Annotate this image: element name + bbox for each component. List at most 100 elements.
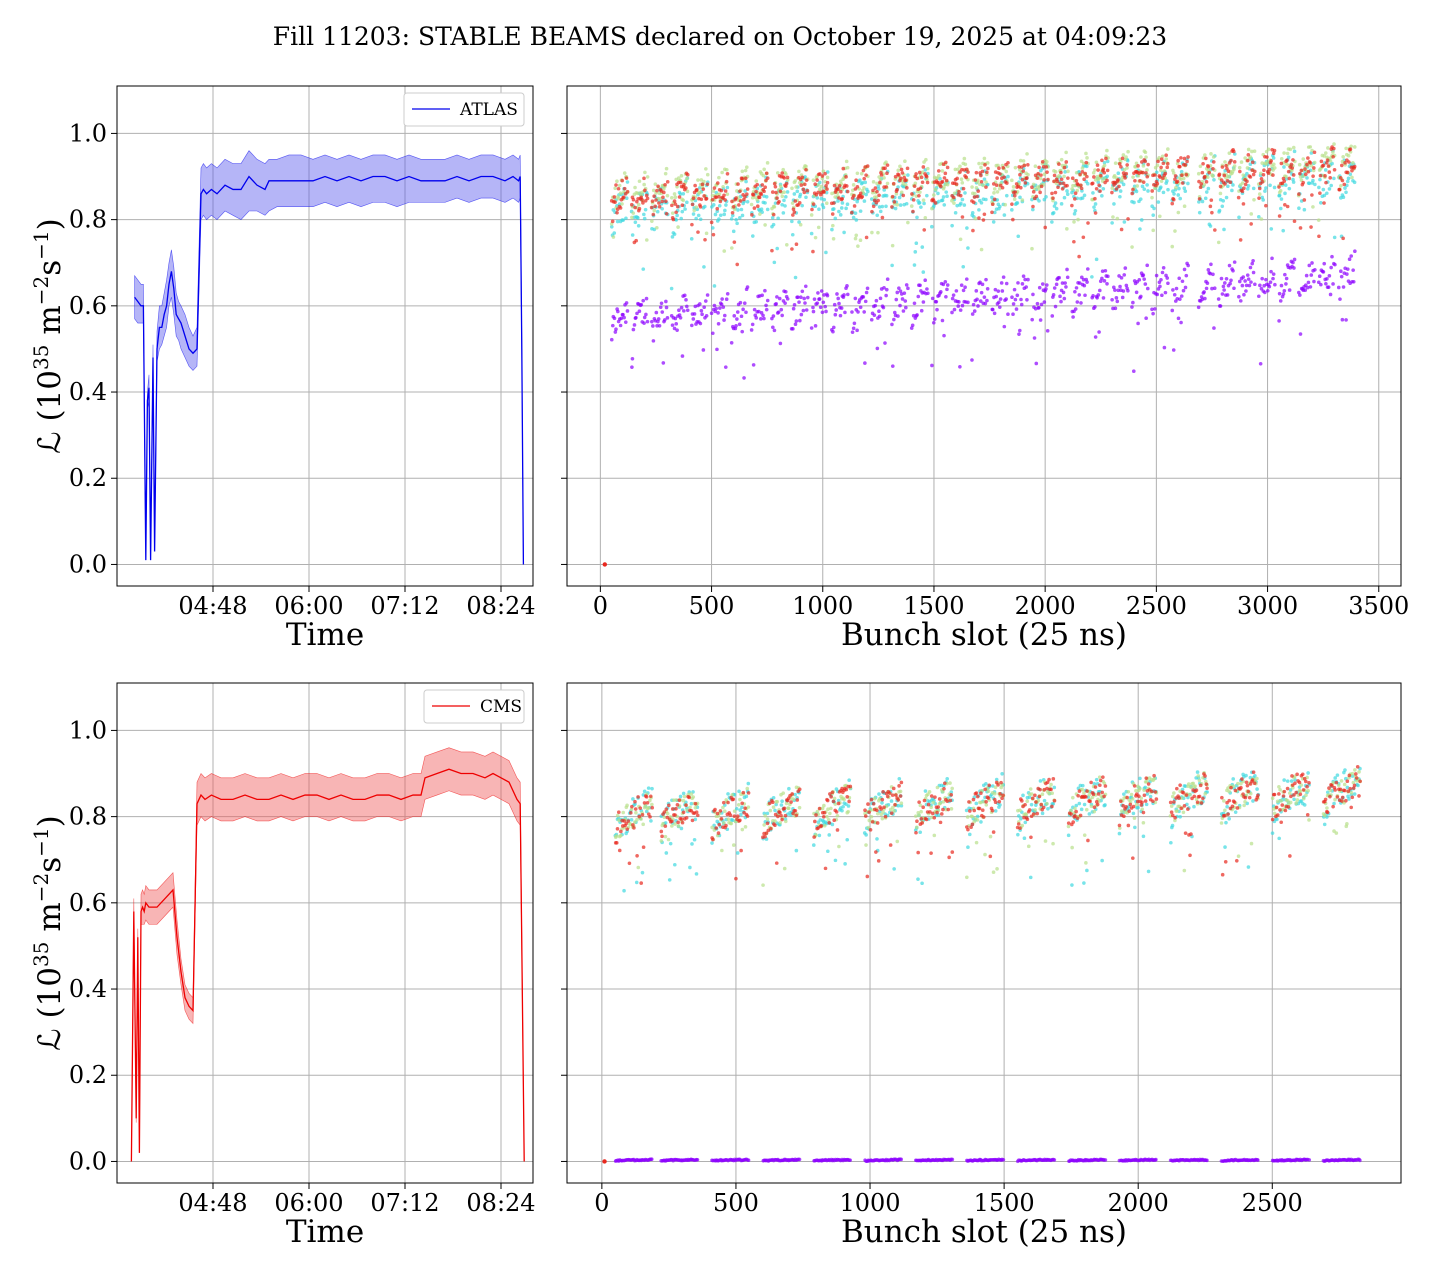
data-point: [1317, 234, 1321, 239]
data-point: [1047, 777, 1051, 782]
data-point: [975, 297, 979, 302]
data-point: [1171, 348, 1176, 352]
data-point: [824, 184, 828, 188]
data-point: [856, 244, 860, 248]
data-point: [650, 319, 654, 324]
data-point: [1216, 297, 1221, 301]
data-point: [1203, 774, 1207, 778]
data-point: [881, 305, 886, 310]
data-point: [1283, 191, 1287, 196]
data-point: [864, 843, 868, 847]
data-point: [1012, 287, 1017, 292]
data-point: [1039, 302, 1044, 307]
data-point: [780, 313, 784, 318]
data-point: [695, 187, 699, 192]
data-point: [1174, 286, 1179, 291]
data-point: [735, 262, 740, 267]
data-point: [974, 170, 979, 175]
data-point: [1049, 787, 1053, 792]
data-point: [664, 211, 669, 216]
data-point: [659, 839, 664, 843]
data-point: [1020, 799, 1024, 803]
data-point: [1288, 147, 1293, 152]
data-point: [1018, 808, 1022, 813]
data-point: [618, 833, 623, 838]
data-point: [851, 215, 856, 220]
data-point: [1291, 173, 1296, 177]
data-point: [1246, 147, 1251, 152]
data-point: [1145, 286, 1150, 291]
data-point: [1173, 174, 1178, 178]
data-point: [984, 185, 988, 189]
data-point: [1098, 783, 1102, 788]
data-point: [1220, 872, 1225, 877]
data-point: [1245, 171, 1249, 176]
data-point: [655, 209, 660, 214]
data-point: [1221, 199, 1226, 203]
data-point: [876, 198, 880, 203]
data-point: [832, 183, 837, 188]
data-point: [988, 834, 993, 839]
data-point: [657, 204, 662, 209]
data-point: [1160, 293, 1164, 298]
data-point: [670, 203, 674, 208]
data-point: [718, 306, 722, 310]
data-point: [763, 201, 767, 205]
data-point: [1322, 154, 1326, 158]
data-point: [739, 207, 744, 212]
data-point: [1166, 187, 1170, 192]
data-point: [613, 330, 618, 334]
data-point: [877, 193, 881, 198]
data-point: [741, 790, 746, 795]
data-point: [670, 235, 675, 239]
data-point: [1141, 834, 1146, 839]
data-point: [960, 181, 965, 185]
data-point: [612, 316, 617, 321]
data-point: [1120, 156, 1125, 161]
data-point: [984, 799, 988, 804]
data-point: [882, 176, 886, 180]
data-point: [1182, 204, 1187, 209]
data-point: [1042, 172, 1047, 176]
data-point: [1338, 176, 1343, 180]
data-point: [1223, 808, 1227, 813]
data-point: [980, 282, 985, 287]
data-point: [1098, 279, 1103, 283]
data-point: [612, 195, 617, 199]
data-point: [963, 285, 967, 289]
data-point: [997, 186, 1002, 191]
data-point: [1344, 146, 1348, 151]
data-point: [833, 312, 838, 317]
data-point: [681, 198, 686, 203]
data-point: [875, 837, 879, 841]
data-point: [1127, 809, 1131, 813]
data-point: [904, 178, 908, 182]
data-point: [1297, 192, 1301, 196]
data-point: [850, 210, 854, 215]
data-point: [1040, 792, 1045, 797]
data-point: [832, 302, 837, 307]
data-point: [778, 341, 783, 346]
data-point: [729, 821, 734, 826]
data-point: [1032, 336, 1037, 340]
data-point: [655, 188, 659, 193]
data-point: [868, 828, 873, 832]
data-point: [1230, 188, 1234, 193]
data-point: [894, 297, 899, 302]
data-point: [698, 302, 702, 306]
data-point: [891, 181, 896, 186]
data-point: [682, 182, 686, 187]
x-axis: 04:48 06:00 07:12 08:24: [178, 586, 536, 620]
legend-label: ATLAS: [459, 100, 518, 120]
data-point: [1243, 800, 1247, 804]
data-point: [1096, 792, 1101, 796]
data-point: [653, 182, 658, 186]
data-point: [1124, 283, 1129, 288]
data-point: [1291, 145, 1296, 150]
data-point: [698, 205, 703, 209]
data-point: [992, 191, 996, 195]
data-point: [785, 242, 789, 247]
data-point: [1018, 172, 1022, 177]
data-point: [863, 361, 867, 365]
data-point: [1183, 189, 1188, 194]
